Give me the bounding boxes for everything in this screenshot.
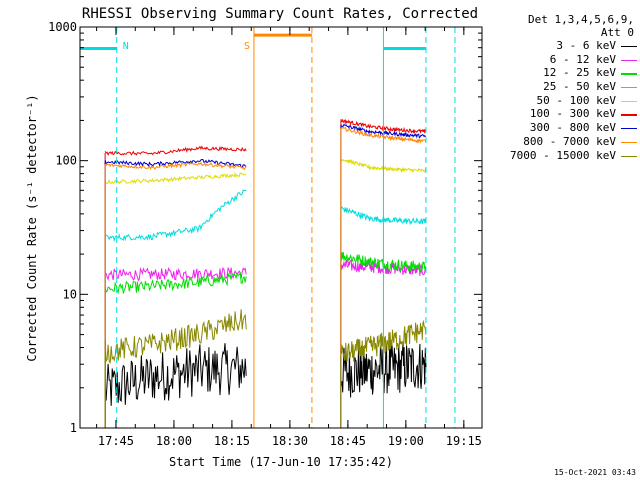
legend-label: 50 - 100 keV: [536, 93, 616, 107]
x-tick-label: 19:00: [388, 434, 424, 448]
series-line-3-0: [104, 189, 247, 243]
legend-label: 3 - 6 keV: [556, 39, 616, 52]
chart-title: RHESSI Observing Summary Count Rates, Co…: [82, 6, 478, 22]
x-tick-label: 17:45: [98, 434, 134, 448]
legend-label: 800 - 7000 keV: [523, 134, 616, 148]
x-tick-label: 18:45: [330, 434, 366, 448]
legend-swatch: [621, 141, 637, 143]
y-tick-label: 1: [70, 421, 77, 435]
legend-swatch: [621, 73, 637, 75]
legend-swatch: [621, 114, 637, 116]
marker-label: S: [244, 41, 250, 52]
series-line-1-0: [105, 266, 247, 282]
legend-header-line-2: Att 0: [600, 26, 634, 39]
axes-layer: 17:45 18:00 18:15 18:30 18:45 19:00 19:15 1 10 10…: [48, 20, 482, 448]
legend-swatch: [621, 100, 637, 102]
plot-frame: [79, 26, 483, 429]
legend-entry: 300 - 800 keV: [484, 121, 640, 135]
legend-label: 25 - 50 keV: [543, 80, 616, 94]
legend-entry: 800 - 7000 keV: [484, 135, 640, 149]
legend-label: 6 - 12 keV: [549, 52, 616, 66]
x-tick-label: 19:15: [446, 434, 482, 448]
legend: Det 1,3,4,5,6,9, Att 0 3 - 6 keV 6 - 12 k…: [484, 13, 640, 162]
series-line-2-0: [104, 271, 247, 295]
legend-label: 100 - 300 keV: [529, 107, 616, 121]
y-tick-label: 100: [55, 154, 77, 168]
legend-entry: 25 - 50 keV: [484, 80, 640, 94]
legend-swatch: [621, 59, 637, 61]
x-tick-label: 18:30: [272, 434, 308, 448]
series-line-8-0: [104, 309, 247, 364]
legend-entry: 50 - 100 keV: [484, 94, 640, 108]
y-axis-label: Corrected Count Rate (s⁻¹ detector⁻¹): [25, 94, 39, 361]
marker-label: N: [123, 41, 129, 52]
y-tick-label: 10: [63, 287, 77, 301]
series-line-7-0: [104, 161, 247, 171]
series-line-0-0: [104, 343, 247, 406]
legend-swatch: [621, 87, 637, 89]
legend-swatch: [621, 155, 637, 157]
x-axis-label: Start Time (17-Jun-10 17:35:42): [169, 455, 393, 469]
legend-label: 12 - 25 keV: [543, 66, 616, 80]
series-layer: [104, 118, 427, 428]
legend-header-line-1: Det 1,3,4,5,6,9,: [528, 13, 634, 26]
series-line-5-0: [104, 145, 247, 157]
legend-label: 7000 - 15000 keV: [510, 148, 616, 162]
footer-timestamp: 15-Oct-2021 03:43: [554, 468, 636, 477]
y-tick-label: 1000: [48, 20, 77, 34]
series-line-4-0: [104, 171, 247, 185]
legend-entry: 3 - 6 keV: [484, 39, 640, 53]
legend-entries: 3 - 6 keV 6 - 12 keV 12 - 25 keV 25 - 50 ke…: [484, 39, 640, 162]
legend-entry: 7000 - 15000 keV: [484, 149, 640, 163]
legend-label: 300 - 800 keV: [529, 121, 616, 135]
x-tick-label: 18:15: [214, 434, 250, 448]
legend-entry: 100 - 300 keV: [484, 107, 640, 121]
y-axis-label-text: Corrected Count Rate (s⁻¹ detector⁻¹): [25, 94, 39, 361]
legend-swatch: [621, 128, 637, 130]
legend-swatch: [621, 46, 637, 48]
legend-entry: 6 - 12 keV: [484, 53, 640, 67]
x-tick-label: 18:00: [156, 434, 192, 448]
legend-entry: 12 - 25 keV: [484, 66, 640, 80]
